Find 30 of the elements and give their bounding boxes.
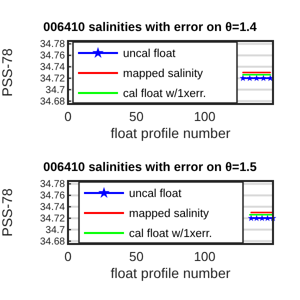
x-axis-title: float profile number bbox=[110, 125, 231, 141]
chart-title: 006410 salinities with error on θ=1.5 bbox=[43, 160, 257, 174]
y-tick-label: 34.76 bbox=[40, 190, 66, 202]
x-tick-label: 100 bbox=[194, 249, 216, 264]
y-tick-label: 34.7 bbox=[46, 84, 66, 96]
legend-label: cal float w/1xerr. bbox=[129, 228, 212, 240]
y-tick-label: 34.74 bbox=[40, 62, 66, 73]
x-axis-title: float profile number bbox=[110, 265, 231, 281]
y-tick-label: 34.78 bbox=[40, 179, 66, 190]
y-tick-label: 34.7 bbox=[46, 224, 66, 236]
legend-label: mapped salinity bbox=[123, 68, 204, 80]
y-axis-title: PSS-78 bbox=[0, 188, 15, 237]
legend-label: mapped salinity bbox=[129, 208, 210, 220]
y-tick-label: 34.68 bbox=[40, 96, 66, 108]
y-tick-label: 34.76 bbox=[40, 50, 66, 62]
y-tick-label: 34.72 bbox=[40, 73, 66, 84]
legend-label: uncal float bbox=[123, 48, 176, 60]
x-tick-label: 100 bbox=[194, 109, 216, 124]
x-tick-label: 0 bbox=[64, 249, 72, 264]
x-tick-label: 0 bbox=[64, 109, 72, 124]
y-axis-title: PSS-78 bbox=[0, 48, 15, 97]
x-tick-label: 50 bbox=[129, 249, 144, 264]
x-tick-label: 50 bbox=[129, 109, 144, 124]
y-tick-label: 34.78 bbox=[40, 39, 66, 50]
y-tick-label: 34.74 bbox=[40, 202, 66, 213]
y-tick-label: 34.68 bbox=[40, 236, 66, 248]
legend-label: cal float w/1xerr. bbox=[123, 88, 206, 100]
legend-label: uncal float bbox=[129, 188, 182, 200]
chart-title: 006410 salinities with error on θ=1.4 bbox=[43, 20, 257, 34]
y-tick-label: 34.72 bbox=[40, 213, 66, 224]
